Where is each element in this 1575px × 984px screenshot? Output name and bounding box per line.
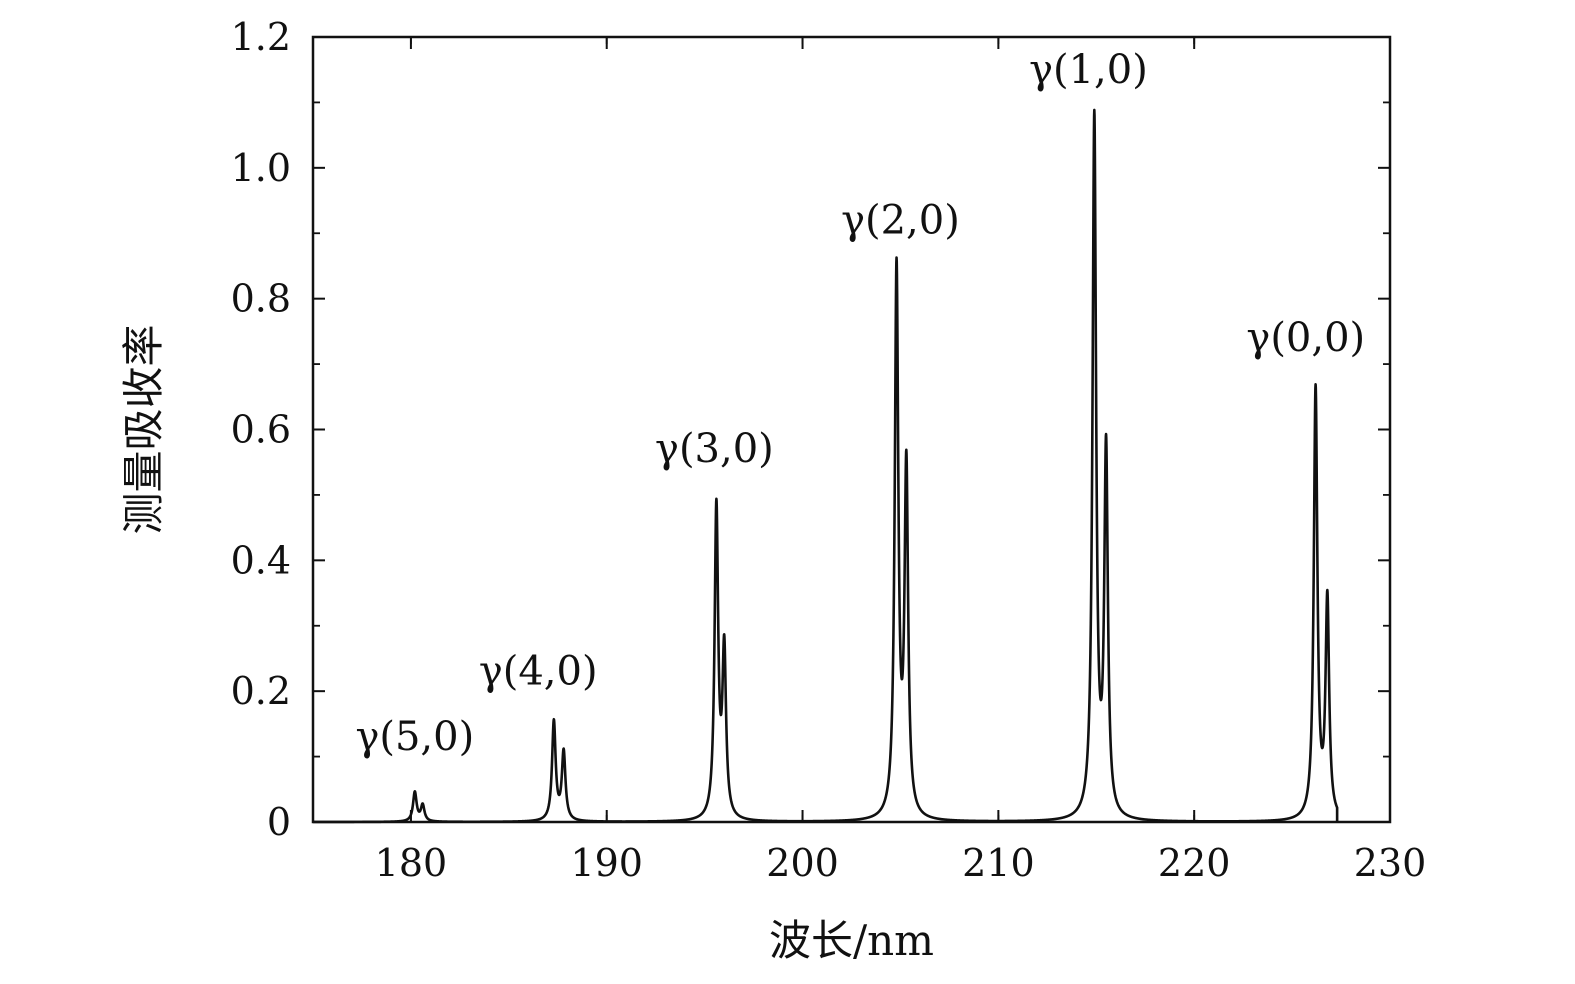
ticks-layer: 180 190 200 210 220 230 0 0.2 0.4 0.6 0.8 1.0 1.2 [231, 15, 1427, 885]
y-tick-label: 0 [267, 800, 291, 844]
band-label: γ(0,0) [1246, 315, 1365, 361]
x-tick-label: 200 [766, 841, 839, 885]
peak-labels-layer: γ(5,0)γ(4,0) γ(3,0) γ(2,0) γ(1,0) γ(0,0) [355, 47, 1365, 760]
x-tick-label: 210 [962, 841, 1035, 885]
y-axis-title: 测量吸收率 [119, 324, 168, 534]
y-tick-label: 0.2 [231, 669, 291, 713]
x-axis-title: 波长/nm [769, 916, 934, 965]
band-label: γ(4,0) [479, 649, 598, 695]
y-tick-label: 0.8 [231, 277, 291, 321]
plot-frame [311, 35, 1392, 824]
band-label: γ(2,0) [841, 197, 960, 243]
x-tick-label: 220 [1158, 841, 1231, 885]
y-tick-label: 0.6 [231, 408, 291, 452]
y-tick-label: 1.2 [231, 15, 291, 59]
x-tick-label: 190 [570, 841, 643, 885]
band-label: γ(5,0) [355, 714, 474, 760]
band-label: γ(3,0) [655, 426, 774, 472]
x-tick-label: 230 [1354, 841, 1427, 885]
band-label: γ(1,0) [1029, 47, 1148, 93]
x-tick-label: 180 [375, 841, 448, 885]
y-tick-label: 0.4 [231, 538, 291, 582]
y-tick-label: 1.0 [231, 146, 291, 190]
